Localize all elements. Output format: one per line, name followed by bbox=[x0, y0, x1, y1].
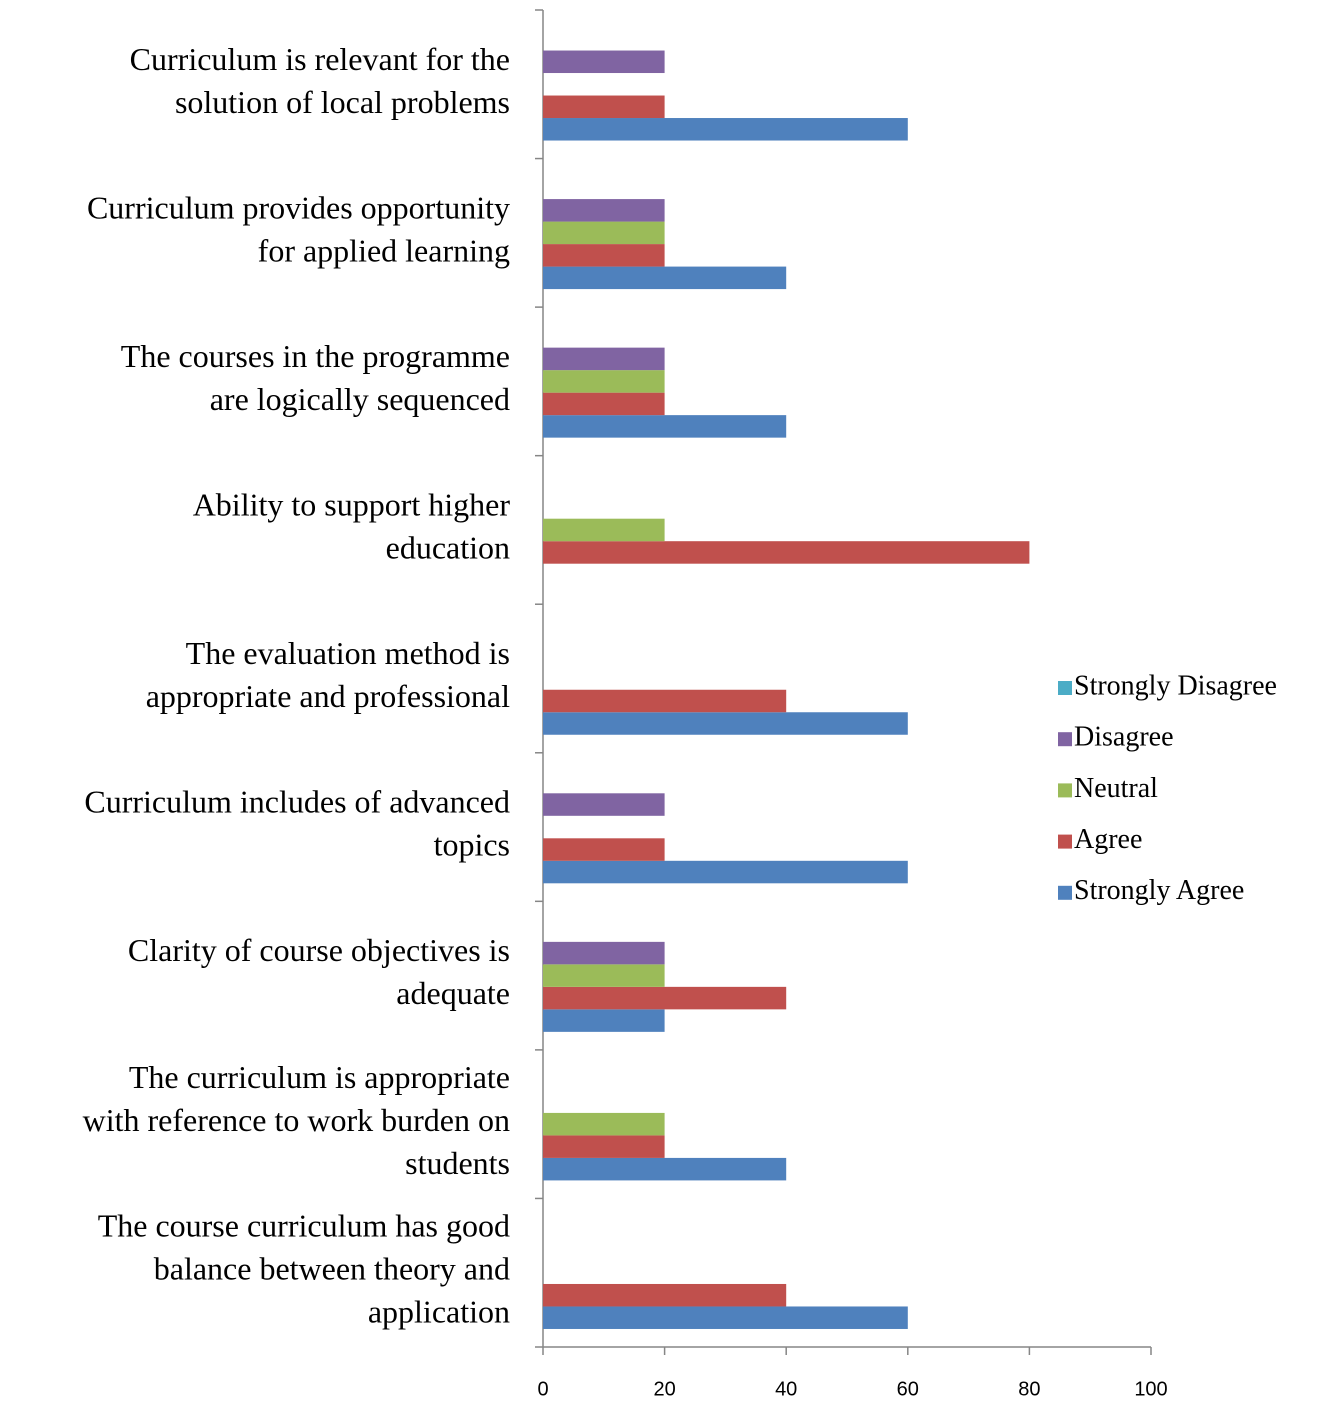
bar bbox=[543, 1135, 665, 1158]
legend-swatch bbox=[1058, 732, 1072, 747]
category-label: The evaluation method is appropriate and … bbox=[146, 635, 510, 714]
bar bbox=[543, 95, 665, 119]
bar bbox=[543, 118, 908, 141]
bar bbox=[543, 964, 665, 987]
category-label: Curriculum is relevant for the solution o… bbox=[130, 41, 510, 120]
x-tick-label: 0 bbox=[537, 1378, 548, 1400]
category-label: The curriculum is appropriate with refere… bbox=[83, 1060, 510, 1182]
bar bbox=[543, 221, 665, 245]
legend-label: Disagree bbox=[1074, 722, 1174, 753]
bar bbox=[543, 415, 787, 438]
bar bbox=[543, 986, 787, 1010]
bar bbox=[543, 838, 665, 861]
x-tick-label: 60 bbox=[897, 1378, 919, 1400]
category-label: Clarity of course objectives is adequate bbox=[128, 932, 510, 1011]
bar bbox=[543, 541, 1030, 564]
bar bbox=[543, 518, 665, 542]
x-tick-label: 100 bbox=[1134, 1378, 1167, 1400]
bar bbox=[543, 712, 908, 735]
category-label: Curriculum provides opportunity for appli… bbox=[87, 190, 510, 269]
category-label: The courses in the programme are logicall… bbox=[121, 338, 510, 417]
category-label: The course curriculum has good balance be… bbox=[98, 1208, 510, 1330]
bar bbox=[543, 392, 665, 416]
x-tick-label: 40 bbox=[775, 1378, 797, 1400]
bar bbox=[543, 793, 665, 816]
bar bbox=[543, 1009, 665, 1032]
legend-label: Neutral bbox=[1074, 773, 1158, 804]
bar bbox=[543, 689, 787, 713]
x-tick-label: 80 bbox=[1018, 1378, 1040, 1400]
legend-label: Strongly Disagree bbox=[1074, 670, 1277, 701]
legend-label: Agree bbox=[1074, 824, 1142, 855]
x-tick-label: 20 bbox=[653, 1378, 675, 1400]
legend-swatch bbox=[1058, 885, 1072, 900]
category-label: Ability to support higher education bbox=[193, 487, 511, 566]
bar bbox=[543, 941, 665, 965]
bar bbox=[543, 370, 665, 393]
bar bbox=[543, 244, 665, 267]
bar bbox=[543, 266, 787, 290]
bar bbox=[543, 1283, 787, 1307]
bar bbox=[543, 1306, 908, 1329]
category-label: Curriculum includes of advanced topics bbox=[84, 784, 510, 863]
bar bbox=[543, 50, 665, 74]
legend-swatch bbox=[1058, 834, 1072, 849]
legend-label: Strongly Agree bbox=[1074, 875, 1244, 906]
bar bbox=[543, 347, 665, 371]
legend-swatch bbox=[1058, 783, 1072, 798]
legend-swatch bbox=[1058, 681, 1072, 695]
bar bbox=[543, 1157, 787, 1181]
bar bbox=[543, 860, 908, 884]
bar bbox=[543, 1112, 665, 1136]
bar bbox=[543, 199, 665, 222]
